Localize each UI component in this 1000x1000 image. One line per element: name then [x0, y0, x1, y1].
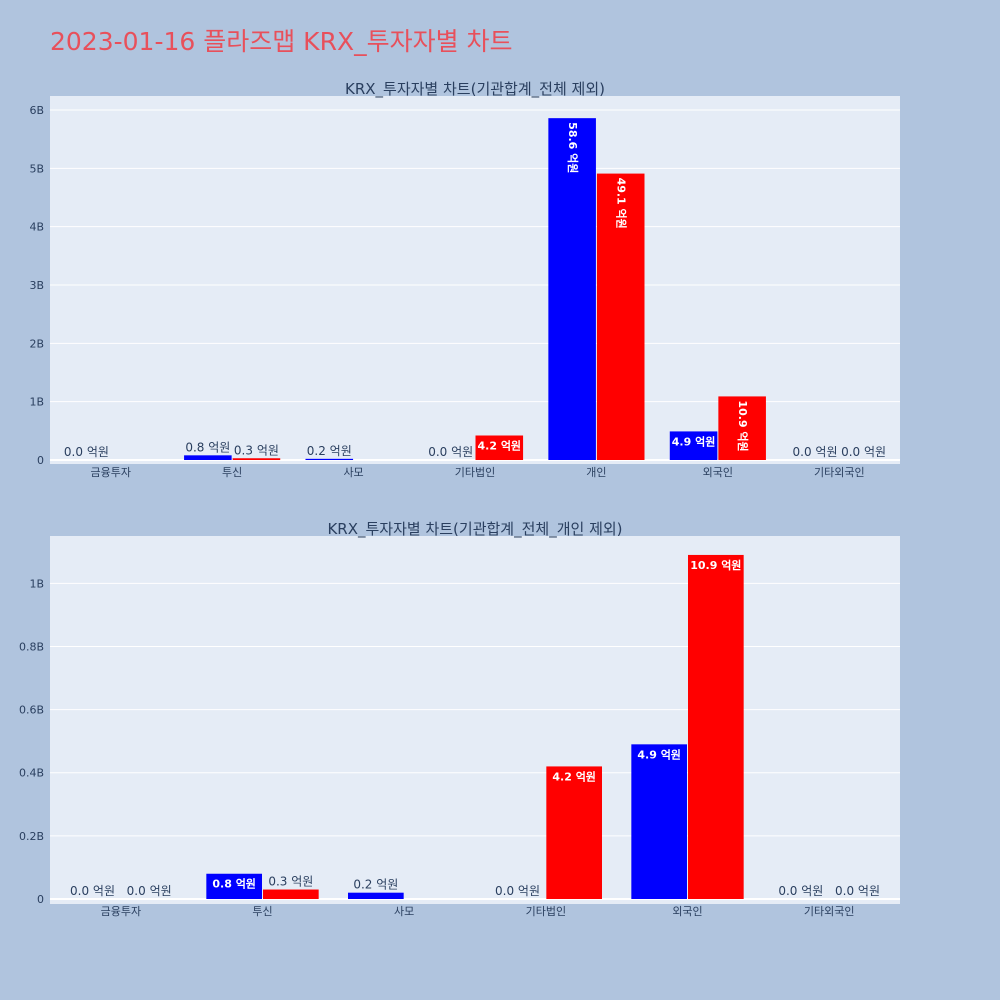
y-tick-label: 5B — [29, 162, 44, 175]
x-tick-label: 투신 — [252, 905, 272, 918]
chart-title: KRX_투자자별 차트(기관합계_전체 제외) — [345, 80, 605, 99]
x-tick-label: 개인 — [586, 466, 606, 479]
x-tick-label: 기타법인 — [526, 905, 566, 918]
chart-investor-excl-individual: KRX_투자자별 차트(기관합계_전체_개인 제외) 0 0.2B 0.4B 0.6B 0… — [19, 520, 900, 918]
x-tick-label: 사모 — [394, 905, 414, 918]
bar-label: 0.8 억원 — [185, 440, 230, 454]
page-title: 2023-01-16 플라즈맵 KRX_투자자별 차트 — [50, 27, 513, 56]
bar-label: 10.9 억원 — [736, 400, 750, 451]
bar — [718, 396, 766, 460]
x-tick-label: 외국인 — [703, 466, 733, 479]
bar-label: 4.9 억원 — [672, 434, 716, 448]
bar-label: 4.2 억원 — [478, 439, 522, 453]
bar — [548, 118, 596, 460]
plot-area — [50, 536, 900, 904]
bar — [475, 435, 524, 460]
plot-area — [50, 96, 900, 464]
y-tick-label: 3B — [29, 279, 44, 292]
bar — [669, 431, 718, 460]
bar-label: 0.0 억원 — [835, 884, 880, 898]
x-tick-label: 외국인 — [672, 905, 702, 918]
bar-label: 0.0 억원 — [778, 884, 823, 898]
bar — [184, 455, 232, 460]
bar-label: 0.3 억원 — [268, 875, 313, 889]
y-tick-label: 1B — [29, 577, 44, 590]
y-tick-label: 1B — [29, 396, 44, 409]
bar-label: 58.6 억원 — [566, 122, 580, 173]
bar-label: 0.0 억원 — [495, 884, 540, 898]
bar — [232, 458, 281, 460]
bar — [206, 873, 262, 899]
x-tick-label: 기타외국인 — [814, 466, 865, 479]
y-tick-label: 6B — [29, 104, 44, 117]
bar-label: 0.8 억원 — [212, 877, 256, 891]
y-tick-label: 0.8B — [19, 640, 44, 653]
bar-label: 0.0 억원 — [428, 445, 473, 459]
y-tick-label: 4B — [29, 221, 44, 234]
y-tick-label: 0.2B — [19, 830, 44, 843]
bar — [305, 458, 354, 460]
bar-label: 0.0 억원 — [793, 445, 838, 459]
x-tick-label: 금융투자 — [101, 905, 141, 918]
x-tick-label: 금융투자 — [90, 466, 130, 479]
y-tick-label: 2B — [29, 337, 44, 350]
bar-label: 0.3 억원 — [234, 443, 279, 457]
bar-label: 0.0 억원 — [64, 445, 109, 459]
bar-label: 0.2 억원 — [307, 444, 352, 458]
bar-label: 4.2 억원 — [552, 769, 596, 783]
bar — [688, 554, 744, 899]
bar — [348, 892, 404, 899]
y-tick-label: 0 — [37, 893, 44, 906]
bar — [631, 744, 687, 899]
bar-label: 4.9 억원 — [637, 747, 681, 761]
chart-investor-all: KRX_투자자별 차트(기관합계_전체 제외) 0 1B 2B 3B 4B 5B 6B 금융투자… — [29, 80, 900, 479]
x-tick-label: 사모 — [343, 466, 363, 479]
chart-title: KRX_투자자별 차트(기관합계_전체_개인 제외) — [327, 520, 622, 539]
y-tick-label: 0 — [37, 454, 44, 467]
x-tick-label: 기타외국인 — [804, 905, 855, 918]
bar-label: 0.0 억원 — [127, 884, 172, 898]
bar — [596, 173, 645, 460]
bar-label: 0.2 억원 — [353, 878, 398, 892]
x-tick-label: 기타법인 — [455, 466, 495, 479]
bar-label: 49.1 억원 — [615, 178, 629, 229]
bar — [263, 889, 319, 899]
bar-label: 10.9 억원 — [690, 558, 741, 572]
x-tick-label: 투신 — [222, 466, 242, 479]
bar — [546, 766, 602, 899]
y-tick-label: 0.4B — [19, 767, 44, 780]
bar-label: 0.0 억원 — [841, 445, 886, 459]
y-tick-label: 0.6B — [19, 704, 44, 717]
bar-label: 0.0 억원 — [70, 884, 115, 898]
